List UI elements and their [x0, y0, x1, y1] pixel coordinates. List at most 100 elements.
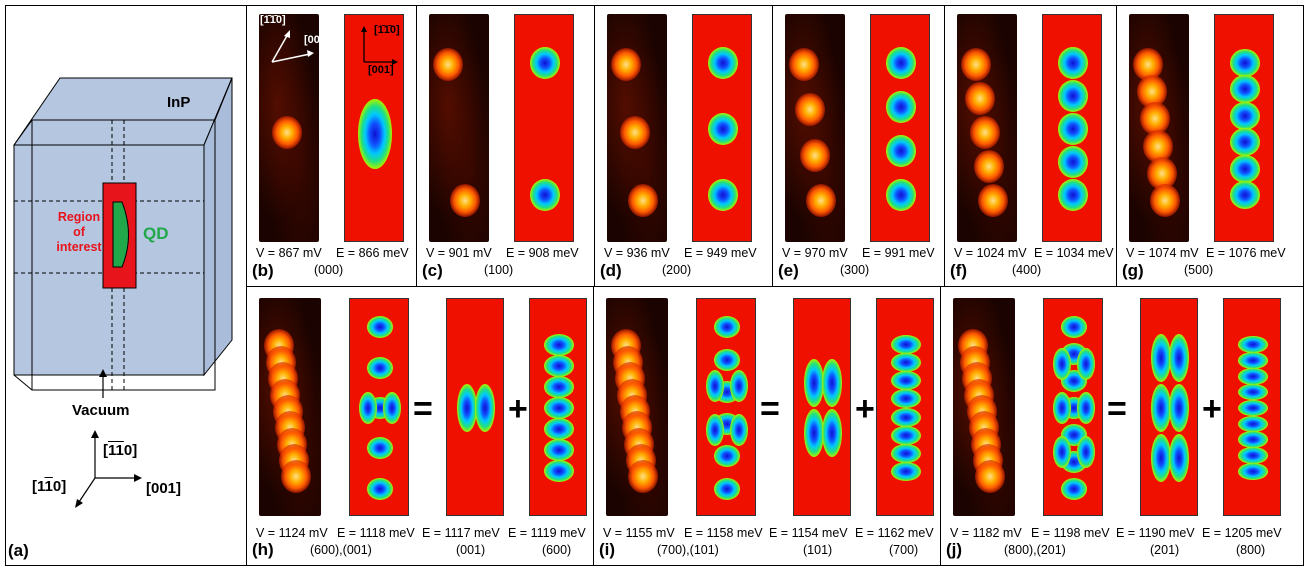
axis-diag-line [76, 477, 96, 506]
wavefunction-lobe [714, 445, 740, 468]
stm-image [953, 298, 1015, 516]
wavefunction-lobe [1238, 431, 1268, 448]
calculated-image [1140, 298, 1198, 516]
wavefunction-lobe [1238, 399, 1268, 417]
state-label: (600),(001) [310, 543, 372, 557]
calculated-image [870, 14, 930, 242]
divider-rows [246, 286, 1304, 287]
region-label: Region of interest [56, 210, 102, 254]
energy-label: E = 908 meV [506, 246, 579, 260]
panel-label: (b) [252, 261, 274, 280]
energy-label-a: E = 1154 meV [769, 526, 848, 540]
energy-label: E = 1198 meV [1031, 526, 1110, 540]
wavefunction-lobe [886, 135, 916, 168]
wavefunction-lobe [1230, 181, 1260, 209]
energy-label: E = 1118 meV [337, 526, 415, 540]
state-label: (800),(201) [1004, 543, 1066, 557]
calculated-image [793, 298, 851, 516]
stm-axis-up-label: [1̄1̄0] [260, 14, 286, 26]
energy-label-b: E = 1205 meV [1202, 526, 1282, 540]
wavefunction-lobe [530, 46, 560, 79]
vacuum-label: Vacuum [72, 402, 130, 419]
wavefunction-lobe [708, 46, 738, 79]
wavefunction-lobe [1230, 128, 1260, 157]
energy-label: E = 949 meV [684, 246, 757, 260]
state-label: (400) [1012, 263, 1042, 277]
panel-label: (g) [1122, 261, 1144, 280]
wavefunction-lobe [1058, 46, 1088, 79]
wavefunction-lobe [1077, 436, 1095, 468]
voltage-label: V = 970 mV [782, 246, 848, 260]
wavefunction-lobe [367, 477, 393, 500]
state-label: (700),(101) [657, 543, 719, 557]
wavefunction-lobe [891, 353, 921, 373]
stm-blob [978, 184, 1008, 218]
wavefunction-lobe [706, 414, 724, 446]
wavefunction-lobe [530, 179, 560, 212]
wavefunction-lobe [544, 396, 574, 420]
qd-label: QD [143, 224, 169, 243]
axis-diag-label: [110] [32, 478, 67, 495]
wavefunction-lobe [708, 179, 738, 212]
voltage-label: V = 1182 mV [950, 526, 1022, 540]
wavefunction-lobe [359, 392, 377, 424]
wavefunction-lobe [822, 359, 842, 407]
stm-image [259, 298, 321, 516]
panel-f: V = 1024 mV E = 1034 meV (400) (f) [944, 5, 1116, 286]
energy-label-a: E = 1117 meV [422, 526, 500, 540]
wavefunction-lobe [544, 418, 574, 441]
voltage-label: V = 901 mV [426, 246, 492, 260]
wavefunction-lobe [1238, 462, 1268, 480]
state-label-a: (101) [803, 543, 833, 557]
wavefunction-lobe [1058, 179, 1088, 212]
equals-sign: = [760, 390, 780, 428]
divider-a [246, 5, 247, 566]
wavefunction-lobe [1230, 75, 1260, 104]
calculated-image [696, 298, 756, 516]
calculated-image [1223, 298, 1281, 516]
energy-label: E = 1076 meV [1206, 246, 1286, 260]
state-label: (500) [1184, 263, 1214, 277]
wavefunction-lobe [1230, 154, 1260, 183]
voltage-label: V = 867 mV [256, 246, 322, 260]
wavefunction-lobe [544, 354, 574, 377]
state-label: (000) [314, 263, 344, 277]
divider-fg [1116, 5, 1117, 286]
axis-right-label: [001] [146, 480, 182, 497]
voltage-label: V = 936 mV [604, 246, 670, 260]
voltage-label: V = 1024 mV [954, 246, 1027, 260]
stm-blob [450, 184, 480, 218]
stm-blob [281, 460, 312, 494]
wavefunction-lobe [1169, 334, 1189, 382]
divider-de [772, 5, 773, 286]
panel-label: (j) [946, 540, 963, 559]
calculated-image [349, 298, 409, 516]
calculated-image [514, 14, 574, 242]
axis-up-label: [110] [103, 442, 138, 459]
quantum-dot-shape [112, 201, 129, 268]
divider-ef [944, 5, 945, 286]
energy-label: E = 1158 meV [684, 526, 763, 540]
voltage-label: V = 1124 mV [256, 526, 328, 540]
wavefunction-lobe [1077, 348, 1095, 380]
state-label-b: (800) [1236, 543, 1266, 557]
wavefunction-lobe [708, 113, 738, 145]
stm-image [785, 14, 845, 242]
stm-blob [619, 116, 650, 150]
wavefunction-lobe [544, 375, 574, 398]
state-label: (100) [484, 263, 514, 277]
calculated-image [876, 298, 934, 516]
state-label-b: (700) [889, 543, 919, 557]
energy-label-b: E = 1162 meV [855, 526, 934, 540]
energy-label-b: E = 1119 meV [508, 526, 586, 540]
wavefunction-lobe [891, 461, 921, 481]
voltage-label: V = 1155 mV [603, 526, 675, 540]
wavefunction-lobe [886, 46, 916, 79]
panel-i: = + V = 1155 mV E = 1158 meV (700),(101) E = … [593, 286, 940, 566]
wavefunction-lobe [457, 384, 477, 432]
wavefunction-lobe [1053, 392, 1071, 424]
stm-image [606, 298, 668, 516]
wavefunction-lobe [1077, 392, 1095, 424]
wavefunction-lobe [1151, 384, 1171, 432]
panel-label: (c) [422, 261, 443, 280]
